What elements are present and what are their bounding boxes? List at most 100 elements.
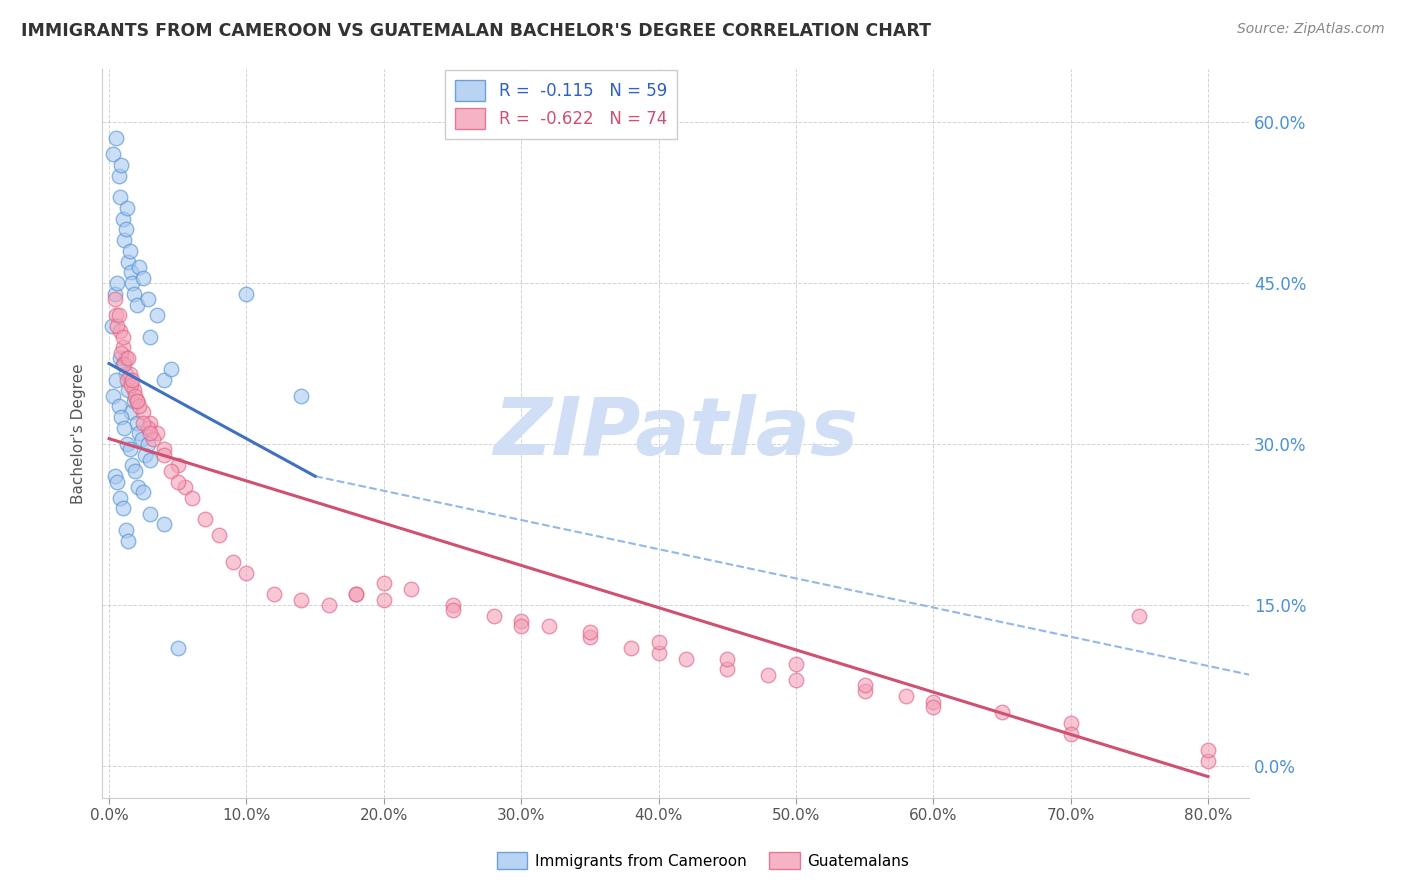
Point: [153, 448, 176, 462]
Point: [110, 410, 132, 425]
Point: [132, 485, 155, 500]
Point: [1060, 715, 1083, 730]
Point: [124, 389, 146, 403]
Point: [136, 421, 159, 435]
Text: ZIPatlas: ZIPatlas: [494, 394, 858, 472]
Point: [117, 533, 139, 548]
Point: [785, 657, 807, 671]
Point: [105, 318, 128, 333]
Point: [318, 598, 340, 612]
Point: [134, 448, 156, 462]
Point: [510, 619, 533, 633]
Point: [235, 566, 257, 580]
Point: [128, 400, 150, 414]
Point: [121, 373, 143, 387]
Point: [111, 330, 134, 344]
Point: [1060, 727, 1083, 741]
Point: [128, 260, 150, 274]
Point: [114, 368, 136, 382]
Point: [1128, 608, 1150, 623]
Point: [103, 292, 125, 306]
Point: [675, 651, 697, 665]
Point: [139, 330, 162, 344]
Point: [103, 286, 125, 301]
Point: [142, 432, 165, 446]
Point: [1197, 754, 1219, 768]
Point: [716, 651, 738, 665]
Point: [103, 147, 125, 161]
Point: [118, 244, 141, 258]
Point: [104, 131, 127, 145]
Point: [373, 592, 395, 607]
Point: [131, 432, 153, 446]
Point: [991, 705, 1014, 719]
Point: [111, 211, 134, 226]
Point: [115, 437, 138, 451]
Point: [146, 308, 169, 322]
Point: [112, 421, 135, 435]
Point: [114, 222, 136, 236]
Point: [579, 624, 602, 639]
Point: [537, 619, 560, 633]
Point: [128, 426, 150, 441]
Point: [441, 603, 464, 617]
Point: [263, 587, 285, 601]
Point: [922, 694, 945, 708]
Point: [122, 384, 145, 398]
Point: [103, 469, 125, 483]
Point: [107, 400, 129, 414]
Point: [122, 286, 145, 301]
Point: [117, 384, 139, 398]
Point: [153, 442, 176, 457]
Point: [373, 576, 395, 591]
Legend: Immigrants from Cameroon, Guatemalans: Immigrants from Cameroon, Guatemalans: [491, 846, 915, 875]
Point: [401, 582, 423, 596]
Point: [107, 169, 129, 183]
Point: [105, 475, 128, 489]
Point: [115, 373, 138, 387]
Point: [647, 646, 669, 660]
Point: [853, 678, 876, 692]
Point: [139, 426, 162, 441]
Point: [222, 555, 245, 569]
Point: [647, 635, 669, 649]
Point: [115, 201, 138, 215]
Point: [173, 480, 195, 494]
Point: [132, 416, 155, 430]
Point: [344, 587, 367, 601]
Point: [108, 491, 131, 505]
Point: [139, 507, 162, 521]
Point: [166, 458, 188, 473]
Point: [160, 464, 183, 478]
Point: [121, 458, 143, 473]
Point: [120, 265, 142, 279]
Point: [180, 491, 202, 505]
Text: Source: ZipAtlas.com: Source: ZipAtlas.com: [1237, 22, 1385, 37]
Point: [121, 276, 143, 290]
Point: [894, 689, 917, 703]
Point: [108, 351, 131, 366]
Point: [114, 523, 136, 537]
Point: [785, 673, 807, 687]
Point: [1197, 743, 1219, 757]
Legend: R =  -0.115   N = 59, R =  -0.622   N = 74: R = -0.115 N = 59, R = -0.622 N = 74: [446, 70, 676, 139]
Point: [125, 394, 148, 409]
Point: [853, 683, 876, 698]
Point: [136, 437, 159, 451]
Y-axis label: Bachelor's Degree: Bachelor's Degree: [72, 363, 86, 504]
Point: [510, 614, 533, 628]
Point: [139, 416, 162, 430]
Point: [235, 286, 257, 301]
Point: [441, 598, 464, 612]
Point: [579, 630, 602, 644]
Point: [111, 341, 134, 355]
Point: [110, 158, 132, 172]
Point: [146, 426, 169, 441]
Point: [103, 389, 125, 403]
Point: [620, 640, 643, 655]
Point: [112, 233, 135, 247]
Point: [105, 276, 128, 290]
Point: [127, 480, 149, 494]
Point: [118, 442, 141, 457]
Point: [114, 351, 136, 366]
